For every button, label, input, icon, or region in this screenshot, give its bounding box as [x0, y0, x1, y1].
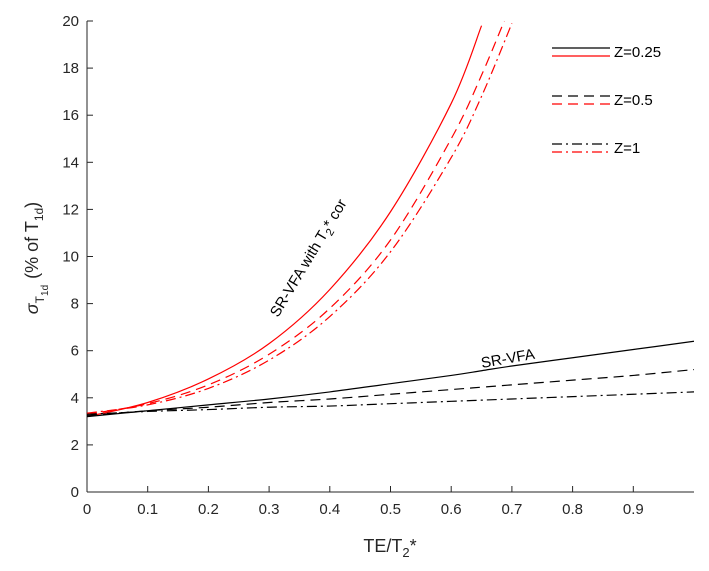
legend-label: Z=0.5	[614, 92, 653, 109]
annotation-sr-vfa: SR-VFA	[480, 346, 536, 372]
x-tick-label: 0	[83, 501, 91, 518]
y-tick-label: 2	[71, 437, 79, 454]
series-line-5	[87, 391, 694, 415]
series-line-0	[87, 25, 483, 418]
y-tick-label: 0	[71, 484, 79, 501]
legend-label: Z=0.25	[614, 44, 661, 61]
x-tick-label: 0.5	[380, 501, 401, 518]
x-tick-label: 0.4	[319, 501, 340, 518]
y-tick-label: 8	[71, 296, 79, 313]
axes	[86, 21, 694, 493]
annotation-sr-vfa-t2cor: SR-VFA with T2* cor	[267, 196, 353, 321]
y-axis-label: σT1d(% of T1d)	[22, 202, 51, 314]
x-tick-label: 0.2	[198, 501, 219, 518]
y-tick-label: 4	[71, 390, 79, 407]
series-line-2	[87, 23, 513, 414]
y-tick-label: 12	[62, 201, 79, 218]
legend: Z=0.25 Z=0.5 Z=1	[552, 44, 661, 157]
series-layer	[87, 21, 694, 418]
ticks-layer: 0 0.1 0.2 0.3 0.4 0.5 0.6 0.7 0.8 0.9 0 2 4 6 8 10 12 14 1…	[62, 13, 643, 518]
series-line-3	[87, 340, 694, 418]
y-tick-label: 20	[62, 13, 79, 30]
x-tick-label: 0.9	[623, 501, 644, 518]
y-tick-label: 16	[62, 107, 79, 124]
x-tick-label: 0.8	[562, 501, 583, 518]
x-tick-label: 0.3	[259, 501, 280, 518]
x-axis-label: TE/T2*	[363, 536, 416, 560]
x-tick-label: 0.7	[501, 501, 522, 518]
y-tick-label: 14	[62, 154, 79, 171]
series-line-1	[87, 21, 505, 415]
series-line-4	[87, 368, 694, 417]
legend-label: Z=1	[614, 140, 640, 157]
y-tick-label: 18	[62, 60, 79, 77]
y-tick-label: 10	[62, 249, 79, 266]
x-tick-label: 0.6	[441, 501, 462, 518]
x-tick-label: 0.1	[137, 501, 158, 518]
y-tick-label: 6	[71, 343, 79, 360]
